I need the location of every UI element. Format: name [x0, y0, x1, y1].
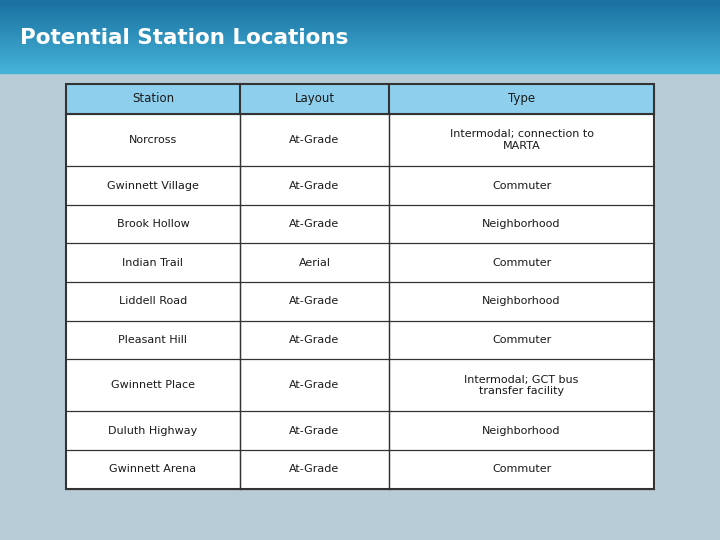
Text: Commuter: Commuter	[492, 258, 552, 268]
Text: Layout: Layout	[294, 92, 335, 105]
Bar	[0, 25, 720, 28]
Bar	[0, 6, 720, 9]
Bar	[0, 29, 720, 31]
Text: At-Grade: At-Grade	[289, 426, 340, 436]
Text: Commuter: Commuter	[492, 464, 552, 474]
Text: At-Grade: At-Grade	[289, 219, 340, 229]
Bar	[0, 34, 720, 36]
Text: Aerial: Aerial	[299, 258, 330, 268]
Bar	[0, 58, 720, 60]
Bar	[0, 32, 720, 35]
Text: Neighborhood: Neighborhood	[482, 219, 561, 229]
Text: At-Grade: At-Grade	[289, 335, 340, 345]
Bar	[0, 9, 720, 11]
Bar	[0, 39, 720, 42]
Bar	[0, 62, 720, 64]
Bar	[66, 244, 654, 282]
Bar	[0, 10, 720, 13]
Bar	[0, 67, 720, 69]
Bar	[0, 23, 720, 25]
Bar	[0, 63, 720, 65]
Bar	[66, 84, 654, 114]
Text: At-Grade: At-Grade	[289, 180, 340, 191]
Bar	[0, 52, 720, 55]
Bar	[0, 5, 720, 7]
Text: Type: Type	[508, 92, 535, 105]
Bar	[0, 45, 720, 48]
Bar	[66, 282, 654, 321]
Text: Potential Station Locations: Potential Station Locations	[20, 28, 348, 48]
Text: Neighborhood: Neighborhood	[482, 426, 561, 436]
Text: Gwinnett Village: Gwinnett Village	[107, 180, 199, 191]
Text: Intermodal; connection to
MARTA: Intermodal; connection to MARTA	[449, 130, 593, 151]
Text: At-Grade: At-Grade	[289, 135, 340, 145]
Bar	[0, 22, 720, 24]
Bar	[66, 114, 654, 166]
Bar	[0, 14, 720, 16]
Bar	[0, 12, 720, 15]
Text: At-Grade: At-Grade	[289, 296, 340, 306]
Bar	[0, 65, 720, 68]
Bar	[0, 42, 720, 44]
Text: Duluth Highway: Duluth Highway	[108, 426, 197, 436]
Text: Norcross: Norcross	[129, 135, 177, 145]
Bar	[0, 27, 720, 29]
Bar	[0, 30, 720, 33]
Bar	[0, 43, 720, 45]
Bar	[66, 359, 654, 411]
Bar	[0, 56, 720, 58]
Text: At-Grade: At-Grade	[289, 464, 340, 474]
Bar	[0, 3, 720, 5]
Bar	[0, 59, 720, 62]
Text: Commuter: Commuter	[492, 180, 552, 191]
Bar	[66, 205, 654, 244]
Bar	[0, 71, 720, 73]
Bar	[66, 84, 654, 489]
Bar	[66, 450, 654, 489]
Bar	[0, 18, 720, 20]
Bar	[0, 38, 720, 40]
Text: Commuter: Commuter	[492, 335, 552, 345]
Text: Gwinnett Place: Gwinnett Place	[111, 380, 195, 390]
Bar	[66, 321, 654, 359]
Bar	[0, 16, 720, 18]
Bar	[0, 1, 720, 4]
Text: Liddell Road: Liddell Road	[119, 296, 187, 306]
Bar	[66, 166, 654, 205]
Bar	[0, 51, 720, 53]
Text: Intermodal; GCT bus
transfer facility: Intermodal; GCT bus transfer facility	[464, 375, 579, 396]
Bar	[0, 36, 720, 38]
Text: Station: Station	[132, 92, 174, 105]
Text: Gwinnett Arena: Gwinnett Arena	[109, 464, 197, 474]
Bar	[0, 69, 720, 71]
Bar	[0, 49, 720, 51]
Text: Brook Hollow: Brook Hollow	[117, 219, 189, 229]
Text: Indian Trail: Indian Trail	[122, 258, 184, 268]
Text: Neighborhood: Neighborhood	[482, 296, 561, 306]
Bar	[0, 0, 720, 2]
Bar	[0, 47, 720, 49]
Bar	[0, 54, 720, 57]
Bar	[0, 19, 720, 22]
Text: Pleasant Hill: Pleasant Hill	[118, 335, 187, 345]
Text: At-Grade: At-Grade	[289, 380, 340, 390]
Bar	[66, 411, 654, 450]
